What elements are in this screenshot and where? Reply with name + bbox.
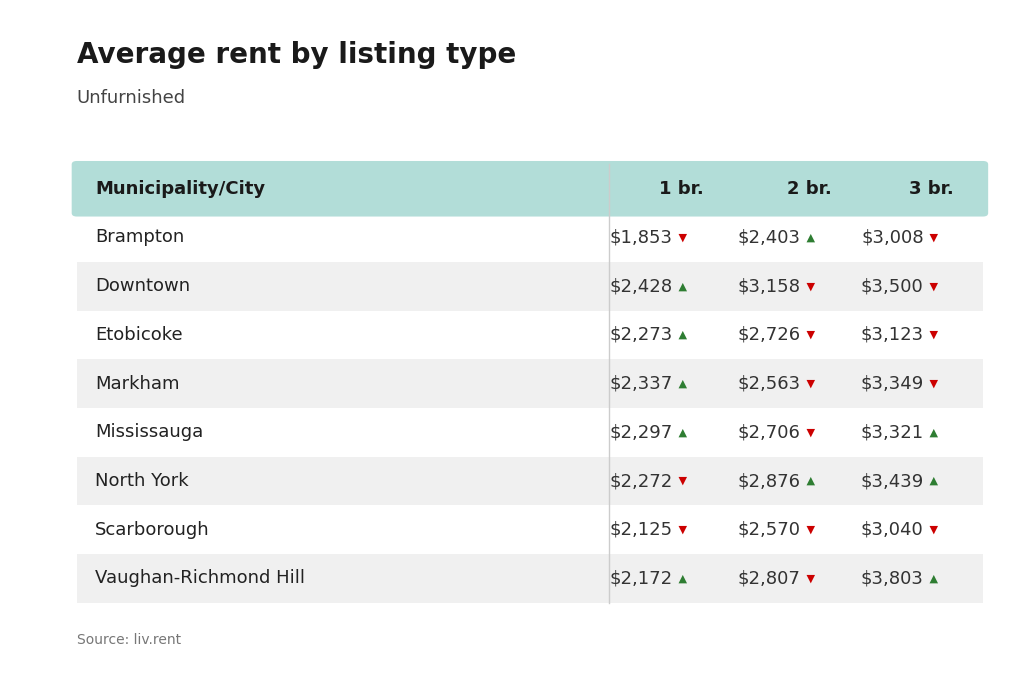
Text: ▼: ▼ (926, 525, 938, 535)
Text: ▼: ▼ (803, 379, 815, 388)
Text: $3,803: $3,803 (861, 569, 924, 588)
Text: ▼: ▼ (926, 379, 938, 388)
Text: Brampton: Brampton (95, 229, 184, 247)
Bar (77, 408, 983, 457)
Text: $2,570: $2,570 (737, 521, 801, 538)
Text: Etobicoke: Etobicoke (95, 326, 183, 344)
Text: $1,853: $1,853 (609, 229, 673, 247)
Text: $2,272: $2,272 (609, 472, 673, 490)
Text: $2,125: $2,125 (609, 521, 673, 538)
Text: $3,158: $3,158 (737, 277, 801, 295)
Text: ▼: ▼ (803, 427, 815, 437)
Text: ▲: ▲ (803, 476, 815, 486)
Text: $2,563: $2,563 (737, 375, 801, 393)
Text: ▼: ▼ (803, 281, 815, 291)
Text: ▼: ▼ (926, 281, 938, 291)
Text: $3,123: $3,123 (860, 326, 924, 344)
Text: $3,008: $3,008 (861, 229, 924, 247)
Text: $2,807: $2,807 (738, 569, 801, 588)
Text: Downtown: Downtown (95, 277, 190, 295)
Text: $2,706: $2,706 (738, 423, 801, 441)
Text: $2,337: $2,337 (609, 375, 673, 393)
Text: ▲: ▲ (926, 476, 938, 486)
Bar (77, 554, 983, 603)
Text: $2,297: $2,297 (609, 423, 673, 441)
Text: ▼: ▼ (803, 330, 815, 340)
Text: $3,439: $3,439 (860, 472, 924, 490)
Bar (77, 359, 983, 408)
Text: $3,500: $3,500 (861, 277, 924, 295)
Text: $2,726: $2,726 (737, 326, 801, 344)
Text: ▼: ▼ (675, 525, 687, 535)
Text: Mississauga: Mississauga (95, 423, 204, 441)
Bar (77, 457, 983, 506)
Text: ▲: ▲ (675, 330, 687, 340)
Text: $3,040: $3,040 (861, 521, 924, 538)
Text: ▲: ▲ (926, 427, 938, 437)
Text: ▼: ▼ (803, 573, 815, 584)
Text: $2,403: $2,403 (737, 229, 801, 247)
Text: $2,428: $2,428 (609, 277, 673, 295)
Text: ▼: ▼ (926, 330, 938, 340)
Text: Average rent by listing type: Average rent by listing type (77, 41, 516, 69)
Text: $3,321: $3,321 (860, 423, 924, 441)
Text: ▲: ▲ (675, 281, 687, 291)
Text: ▼: ▼ (675, 476, 687, 486)
Text: Unfurnished: Unfurnished (77, 89, 186, 107)
Text: ▲: ▲ (675, 379, 687, 388)
Text: Municipality/City: Municipality/City (95, 179, 265, 198)
Text: Vaughan-Richmond Hill: Vaughan-Richmond Hill (95, 569, 305, 588)
Text: Scarborough: Scarborough (95, 521, 210, 538)
Text: ▲: ▲ (926, 573, 938, 584)
Text: 3 br.: 3 br. (909, 179, 954, 198)
Text: ▲: ▲ (675, 573, 687, 584)
Text: $2,273: $2,273 (609, 326, 673, 344)
Text: $3,349: $3,349 (860, 375, 924, 393)
Text: ▲: ▲ (675, 427, 687, 437)
Text: ▼: ▼ (926, 232, 938, 242)
Text: Source: liv.rent: Source: liv.rent (77, 634, 181, 647)
Text: ▼: ▼ (675, 232, 687, 242)
Text: North York: North York (95, 472, 188, 490)
Text: 1 br.: 1 br. (658, 179, 703, 198)
Bar (77, 213, 983, 262)
Bar (77, 262, 983, 310)
Bar (77, 310, 983, 359)
Text: ▼: ▼ (803, 525, 815, 535)
Text: $2,876: $2,876 (737, 472, 801, 490)
Bar (77, 506, 983, 554)
Text: 2 br.: 2 br. (786, 179, 831, 198)
FancyBboxPatch shape (72, 161, 988, 216)
Text: Markham: Markham (95, 375, 180, 393)
Text: $2,172: $2,172 (609, 569, 673, 588)
Text: ▲: ▲ (803, 232, 815, 242)
